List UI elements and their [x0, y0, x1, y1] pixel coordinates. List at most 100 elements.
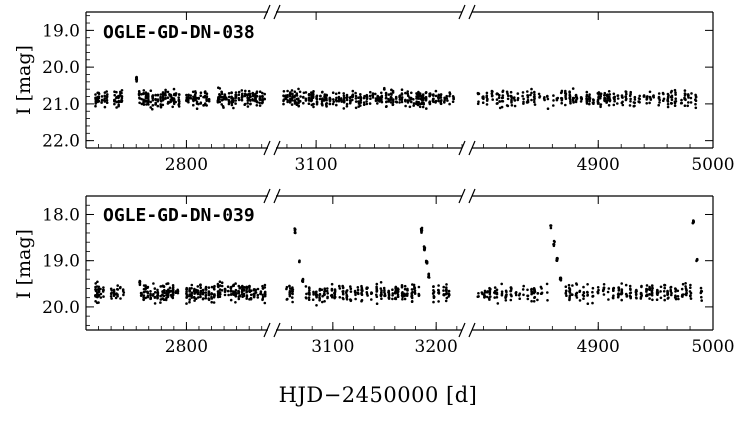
data-point	[97, 285, 101, 289]
data-point	[526, 98, 530, 102]
data-point	[142, 98, 145, 102]
data-point	[258, 104, 262, 107]
data-point	[670, 98, 674, 102]
data-point	[674, 295, 677, 299]
data-point	[582, 294, 586, 298]
data-point	[345, 98, 349, 102]
data-point	[686, 104, 689, 108]
data-point	[635, 289, 638, 293]
data-point	[683, 94, 687, 97]
data-point	[410, 293, 414, 297]
data-point	[238, 294, 242, 298]
data-point	[286, 94, 289, 97]
data-point	[616, 97, 620, 100]
data-point	[362, 103, 366, 106]
data-point	[624, 90, 628, 94]
data-point	[648, 90, 652, 94]
data-point	[156, 104, 160, 108]
data-point	[237, 290, 240, 293]
data-point	[345, 294, 349, 298]
data-point	[375, 302, 379, 306]
axis-break-mark	[458, 188, 466, 204]
data-point	[177, 98, 181, 102]
data-point	[516, 98, 520, 102]
data-point	[655, 298, 659, 302]
data-point	[234, 301, 237, 304]
data-point	[692, 220, 695, 223]
data-point	[533, 288, 536, 292]
data-point	[555, 97, 559, 100]
data-point	[242, 286, 246, 289]
data-point	[514, 291, 518, 294]
data-point	[406, 92, 410, 95]
data-point	[140, 97, 143, 101]
data-point	[591, 290, 594, 294]
data-point	[532, 291, 536, 295]
data-point	[510, 96, 513, 99]
data-point	[345, 289, 349, 292]
data-point	[564, 94, 567, 97]
data-point	[699, 286, 703, 290]
data-point	[437, 289, 440, 292]
data-point	[588, 100, 591, 103]
data-point	[645, 284, 649, 287]
data-point	[369, 90, 372, 94]
data-point	[251, 94, 255, 98]
data-point	[410, 288, 414, 291]
data-point	[259, 292, 262, 296]
data-point	[404, 91, 407, 95]
data-point	[629, 90, 632, 94]
data-point	[318, 289, 322, 292]
data-point	[421, 94, 425, 98]
data-point	[297, 101, 300, 105]
data-point	[564, 289, 568, 293]
data-point	[666, 96, 670, 100]
data-point	[322, 99, 326, 102]
data-point	[533, 295, 537, 299]
data-point	[354, 97, 358, 100]
data-point	[159, 95, 162, 99]
data-point	[398, 98, 402, 101]
data-point	[612, 294, 615, 298]
x-tick-label: 2800	[165, 155, 208, 175]
data-point	[363, 94, 366, 98]
data-point	[518, 292, 522, 296]
data-point	[197, 296, 200, 299]
data-point	[394, 286, 397, 290]
data-point	[162, 285, 166, 288]
x-tick-label: 3100	[294, 155, 337, 175]
data-point	[260, 101, 264, 105]
data-point	[188, 290, 191, 293]
data-point	[368, 102, 372, 105]
data-point	[152, 282, 155, 285]
data-point	[204, 296, 208, 300]
data-point	[188, 287, 191, 290]
data-point	[564, 103, 567, 107]
data-point	[353, 289, 357, 293]
data-point	[368, 94, 372, 98]
data-point	[684, 285, 687, 288]
data-point	[560, 98, 564, 101]
data-point	[113, 93, 116, 97]
data-point	[242, 292, 246, 296]
data-point	[245, 287, 248, 290]
data-point	[196, 285, 200, 288]
data-point	[201, 288, 205, 292]
data-point	[195, 107, 199, 110]
data-point	[109, 295, 113, 298]
data-point	[382, 286, 386, 290]
data-point	[311, 298, 315, 302]
data-point	[172, 87, 176, 91]
data-point	[178, 93, 181, 96]
data-point	[439, 96, 443, 99]
data-point	[639, 292, 643, 296]
data-point	[448, 91, 452, 94]
data-point	[188, 300, 191, 304]
data-point	[400, 88, 404, 91]
data-point	[297, 87, 300, 91]
data-point	[319, 94, 322, 98]
data-point	[342, 94, 346, 98]
data-point	[649, 98, 653, 101]
data-point	[194, 91, 197, 95]
data-point	[549, 226, 553, 230]
